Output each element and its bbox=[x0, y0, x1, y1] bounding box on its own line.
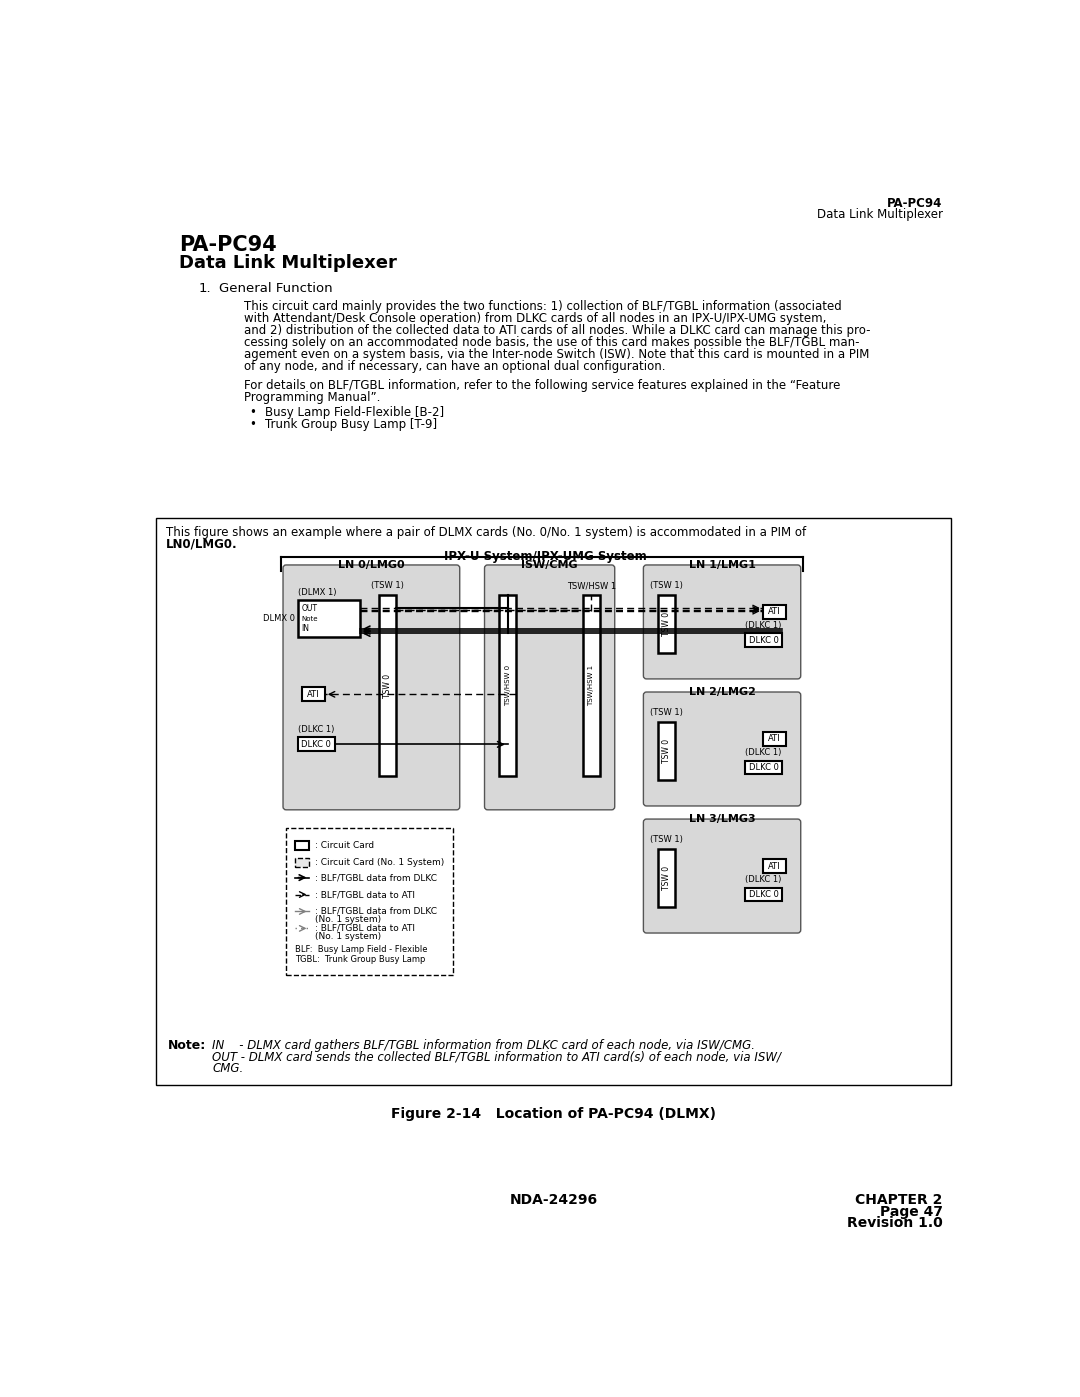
Text: TSW 0: TSW 0 bbox=[662, 866, 671, 890]
Text: cessing solely on an accommodated node basis, the use of this card makes possibl: cessing solely on an accommodated node b… bbox=[243, 335, 859, 349]
FancyBboxPatch shape bbox=[644, 564, 800, 679]
Bar bbox=[745, 887, 782, 901]
Text: : BLF/TGBL data from DLKC: : BLF/TGBL data from DLKC bbox=[314, 907, 436, 916]
Text: Page 47: Page 47 bbox=[879, 1204, 943, 1218]
Bar bbox=[762, 732, 786, 746]
Text: (No. 1 system): (No. 1 system) bbox=[314, 915, 381, 923]
FancyBboxPatch shape bbox=[283, 564, 460, 810]
Bar bbox=[296, 841, 309, 849]
Text: LN0/LMG0.: LN0/LMG0. bbox=[166, 538, 238, 550]
Text: IN    - DLMX card gathers BLF/TGBL information from DLKC card of each node, via : IN - DLMX card gathers BLF/TGBL informat… bbox=[213, 1039, 756, 1052]
Text: Busy Lamp Field-Flexible [B-2]: Busy Lamp Field-Flexible [B-2] bbox=[266, 405, 444, 419]
Bar bbox=[156, 518, 951, 1085]
Text: with Attendant/Desk Console operation) from DLKC cards of all nodes in an IPX-U/: with Attendant/Desk Console operation) f… bbox=[243, 312, 826, 326]
Text: and 2) distribution of the collected data to ATI cards of all nodes. While a DLK: and 2) distribution of the collected dat… bbox=[243, 324, 870, 337]
Bar bbox=[745, 760, 782, 774]
Text: LN 3/LMG3: LN 3/LMG3 bbox=[689, 813, 755, 824]
Text: ISW/CMG: ISW/CMG bbox=[522, 560, 578, 570]
Text: : BLF/TGBL data from DLKC: : BLF/TGBL data from DLKC bbox=[314, 873, 436, 882]
Text: For details on BLF/TGBL information, refer to the following service features exp: For details on BLF/TGBL information, ref… bbox=[243, 380, 840, 393]
Bar bbox=[301, 687, 325, 701]
Bar bbox=[296, 858, 309, 866]
Bar bbox=[658, 849, 675, 907]
Bar bbox=[658, 722, 675, 780]
Text: Data Link Multiplexer: Data Link Multiplexer bbox=[179, 254, 397, 272]
Text: Note:: Note: bbox=[167, 1039, 206, 1052]
Bar bbox=[762, 605, 786, 619]
Text: NDA-24296: NDA-24296 bbox=[510, 1193, 597, 1207]
Text: (DLMX 1): (DLMX 1) bbox=[298, 588, 336, 597]
Text: DLKC 0: DLKC 0 bbox=[301, 740, 332, 749]
Text: 1.: 1. bbox=[199, 282, 212, 295]
Text: (DLKC 1): (DLKC 1) bbox=[745, 620, 781, 630]
Text: DLMX 0: DLMX 0 bbox=[264, 615, 296, 623]
Text: ATI: ATI bbox=[768, 862, 781, 870]
Text: Note: Note bbox=[301, 616, 319, 622]
Bar bbox=[298, 738, 335, 752]
Text: LN 0/LMG0: LN 0/LMG0 bbox=[338, 560, 405, 570]
Text: (No. 1 system): (No. 1 system) bbox=[314, 932, 381, 940]
Text: ATI: ATI bbox=[307, 690, 320, 698]
Text: •: • bbox=[249, 405, 257, 419]
Text: General Function: General Function bbox=[218, 282, 333, 295]
FancyBboxPatch shape bbox=[485, 564, 615, 810]
Text: TSW 0: TSW 0 bbox=[662, 612, 671, 636]
Text: PA-PC94: PA-PC94 bbox=[179, 236, 276, 256]
Text: OUT: OUT bbox=[301, 604, 318, 612]
Text: •: • bbox=[249, 418, 257, 430]
Text: TSW/HSW 1: TSW/HSW 1 bbox=[567, 581, 616, 591]
Text: IN: IN bbox=[301, 624, 310, 633]
Bar bbox=[499, 595, 516, 775]
Text: Trunk Group Busy Lamp [T-9]: Trunk Group Busy Lamp [T-9] bbox=[266, 418, 437, 430]
Text: Revision 1.0: Revision 1.0 bbox=[847, 1217, 943, 1231]
Text: LN 1/LMG1: LN 1/LMG1 bbox=[689, 560, 756, 570]
Text: DLKC 0: DLKC 0 bbox=[748, 763, 779, 773]
Text: TSW 0: TSW 0 bbox=[383, 673, 392, 697]
Text: DLKC 0: DLKC 0 bbox=[748, 890, 779, 900]
Text: : Circuit Card: : Circuit Card bbox=[314, 841, 374, 849]
Text: : BLF/TGBL data to ATI: : BLF/TGBL data to ATI bbox=[314, 890, 415, 900]
Text: DLKC 0: DLKC 0 bbox=[748, 636, 779, 645]
Bar bbox=[658, 595, 675, 652]
Text: LN 2/LMG2: LN 2/LMG2 bbox=[689, 687, 756, 697]
Bar bbox=[745, 633, 782, 647]
Text: of any node, and if necessary, can have an optional dual configuration.: of any node, and if necessary, can have … bbox=[243, 360, 665, 373]
Text: (TSW 1): (TSW 1) bbox=[650, 581, 683, 591]
Bar bbox=[762, 859, 786, 873]
Text: OUT - DLMX card sends the collected BLF/TGBL information to ATI card(s) of each : OUT - DLMX card sends the collected BLF/… bbox=[213, 1051, 782, 1065]
FancyBboxPatch shape bbox=[644, 692, 800, 806]
Text: (TSW 1): (TSW 1) bbox=[650, 835, 683, 844]
Text: : Circuit Card (No. 1 System): : Circuit Card (No. 1 System) bbox=[314, 858, 444, 866]
Text: Figure 2-14   Location of PA-PC94 (DLMX): Figure 2-14 Location of PA-PC94 (DLMX) bbox=[391, 1106, 716, 1120]
Text: (DLKC 1): (DLKC 1) bbox=[298, 725, 334, 733]
Text: CMG.: CMG. bbox=[213, 1062, 244, 1076]
Text: This circuit card mainly provides the two functions: 1) collection of BLF/TGBL i: This circuit card mainly provides the tw… bbox=[243, 300, 841, 313]
Text: : BLF/TGBL data to ATI: : BLF/TGBL data to ATI bbox=[314, 923, 415, 933]
Text: TSW/HSW 1: TSW/HSW 1 bbox=[589, 665, 594, 705]
Text: Programming Manual”.: Programming Manual”. bbox=[243, 391, 380, 404]
Text: (TSW 1): (TSW 1) bbox=[372, 581, 404, 591]
Text: CHAPTER 2: CHAPTER 2 bbox=[855, 1193, 943, 1207]
Bar bbox=[379, 595, 396, 775]
Text: (DLKC 1): (DLKC 1) bbox=[745, 875, 781, 884]
Bar bbox=[286, 828, 453, 975]
Text: Data Link Multiplexer: Data Link Multiplexer bbox=[816, 208, 943, 221]
Text: agement even on a system basis, via the Inter-node Switch (ISW). Note that this : agement even on a system basis, via the … bbox=[243, 348, 869, 360]
Text: BLF:  Busy Lamp Field - Flexible: BLF: Busy Lamp Field - Flexible bbox=[296, 946, 428, 954]
Text: ATI: ATI bbox=[768, 735, 781, 743]
Text: TSW 0: TSW 0 bbox=[662, 739, 671, 763]
Text: IPX-U System/IPX-UMG System: IPX-U System/IPX-UMG System bbox=[444, 549, 647, 563]
Text: (TSW 1): (TSW 1) bbox=[650, 708, 683, 718]
Text: ATI: ATI bbox=[768, 608, 781, 616]
Text: This figure shows an example where a pair of DLMX cards (No. 0/No. 1 system) is : This figure shows an example where a pai… bbox=[166, 527, 806, 539]
Text: TSW/HSW 0: TSW/HSW 0 bbox=[504, 665, 511, 705]
Text: PA-PC94: PA-PC94 bbox=[887, 197, 943, 210]
FancyBboxPatch shape bbox=[644, 819, 800, 933]
Text: TGBL:  Trunk Group Busy Lamp: TGBL: Trunk Group Busy Lamp bbox=[296, 956, 426, 964]
Bar bbox=[298, 601, 360, 637]
Bar bbox=[583, 595, 600, 775]
Text: (DLKC 1): (DLKC 1) bbox=[745, 747, 781, 757]
